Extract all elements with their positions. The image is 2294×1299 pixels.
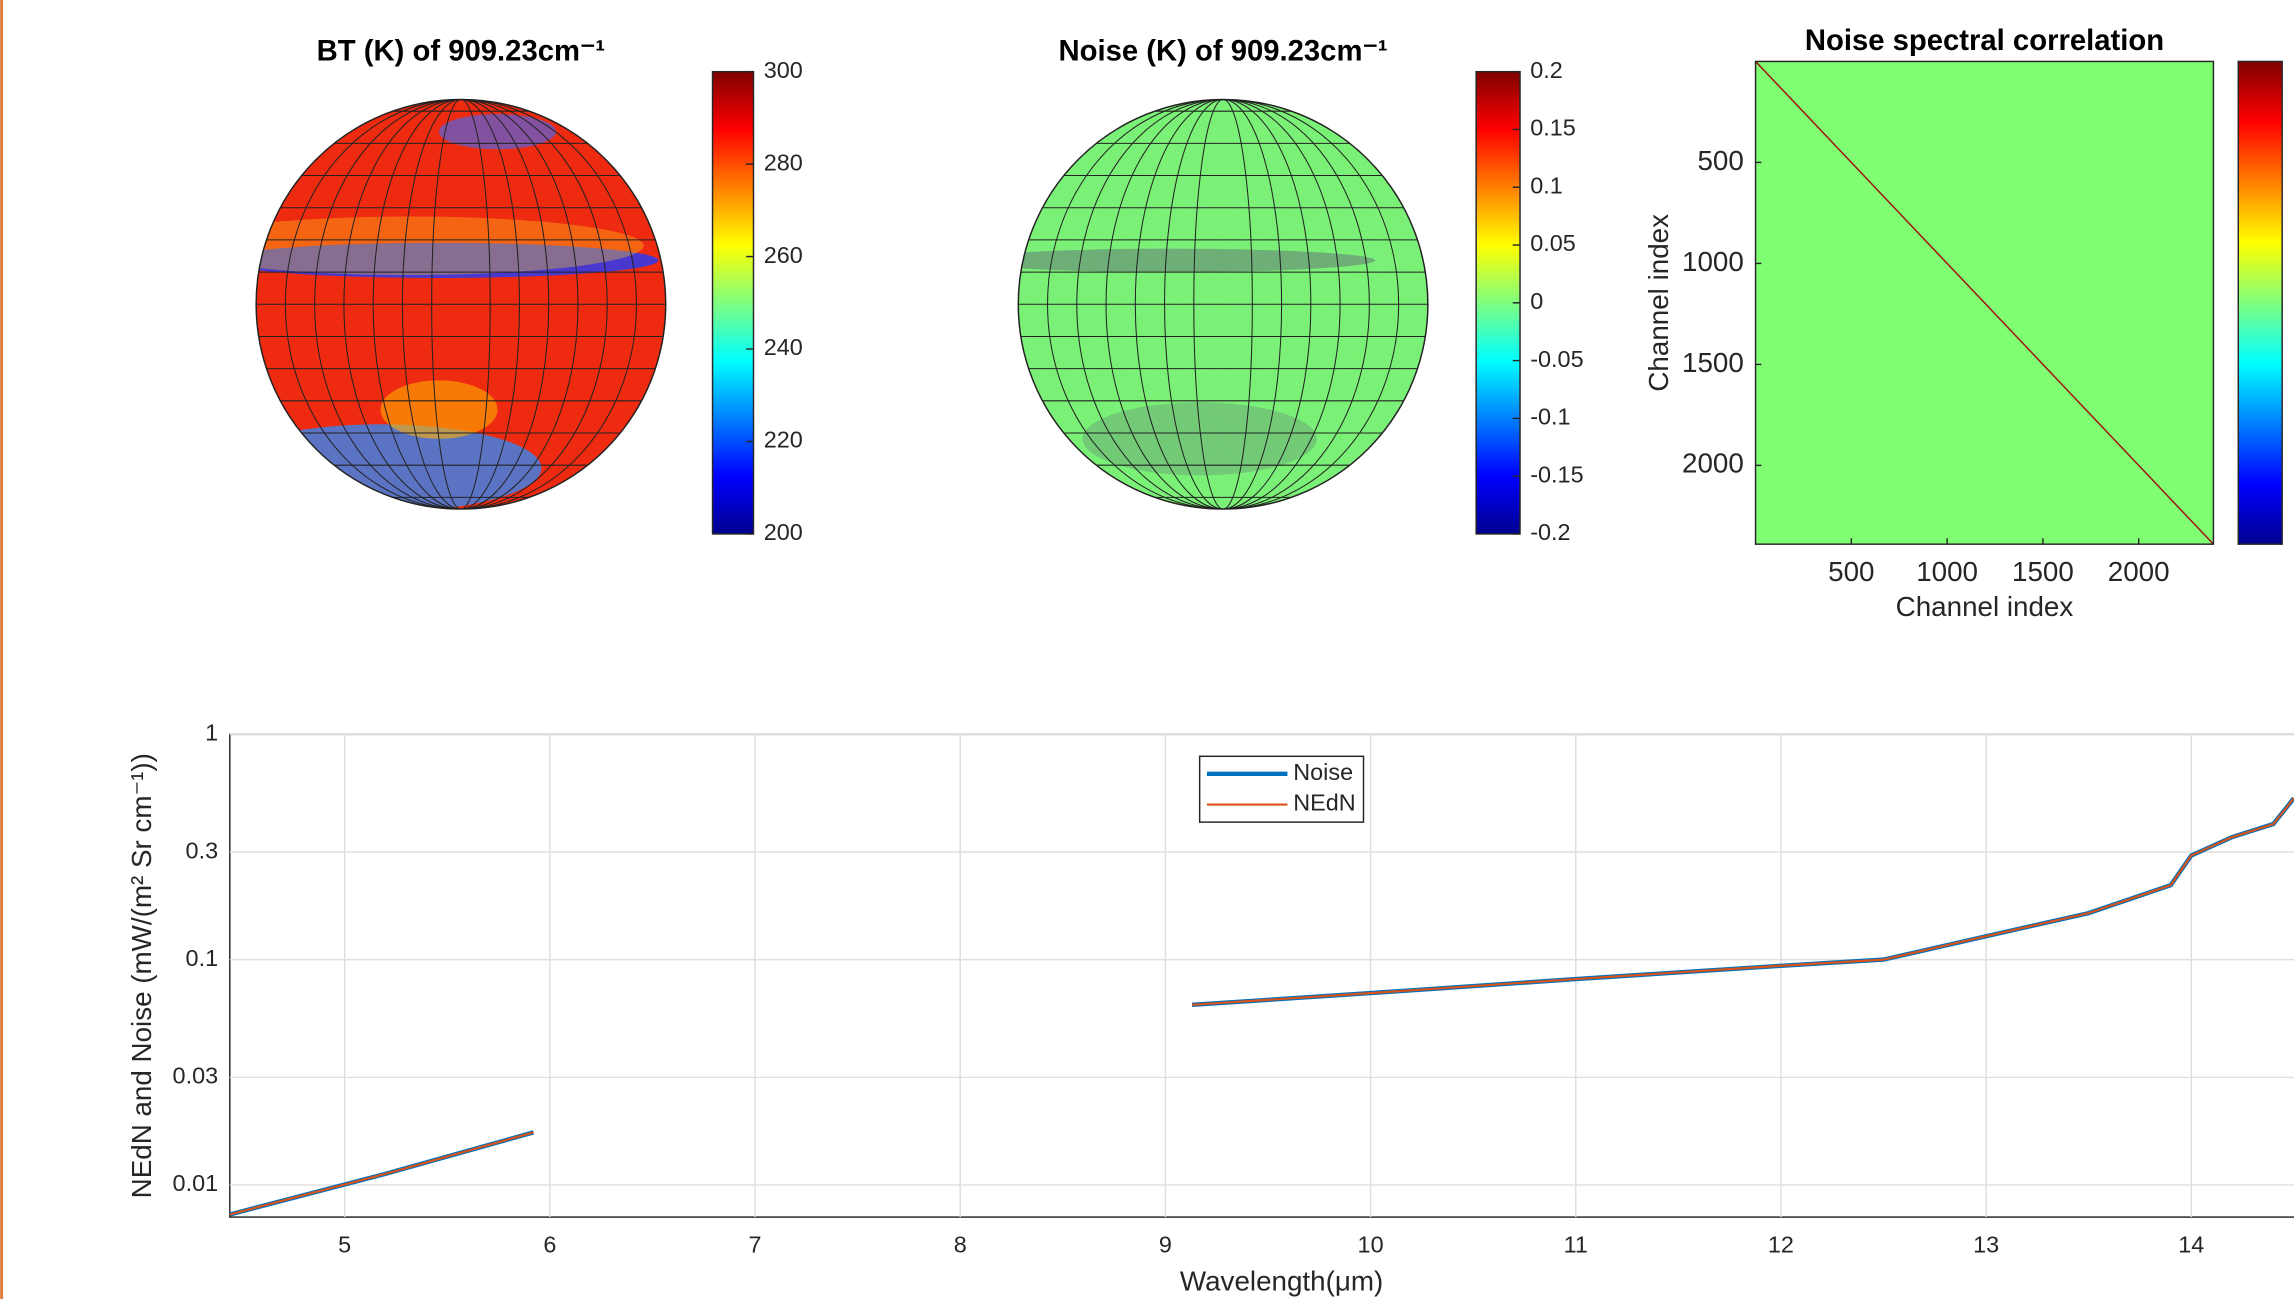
- disk-outline: [255, 98, 667, 510]
- axes-box: [1754, 60, 2215, 545]
- bt-disk: [256, 99, 666, 510]
- colorbar-tick-label: -0.1: [1530, 404, 1570, 430]
- graticule: [431, 99, 491, 510]
- x-tick-label: 10: [1358, 1232, 1384, 1258]
- x-tick-label: 13: [1973, 1232, 1999, 1258]
- colorbar-tick-label: 260: [764, 242, 803, 268]
- y-tick-label: 0.03: [173, 1063, 219, 1089]
- y-tick-label: 1000: [1682, 246, 1744, 277]
- colorbar-tick-label: -0.15: [1530, 461, 1583, 487]
- y-tick-label: 500: [1697, 145, 1743, 176]
- y-tick-label: 0.3: [186, 837, 219, 863]
- colorbar: [711, 70, 755, 535]
- chart-title: BT (K) of 909.23cm⁻¹: [317, 35, 606, 67]
- x-tick-label: 9: [1159, 1232, 1172, 1258]
- y-tick-label: 1500: [1682, 347, 1744, 378]
- data-line: [229, 797, 2294, 1216]
- y-axis-label: Channel index: [1643, 214, 1674, 392]
- colorbar-tick-label: 0.1: [1530, 172, 1563, 198]
- graticule: [372, 99, 550, 510]
- x-tick-label: 12: [1768, 1232, 1794, 1258]
- graticule: [1164, 99, 1283, 510]
- colorbar-tick-label: 300: [764, 57, 803, 83]
- x-tick-label: 1500: [2012, 556, 2074, 587]
- chart-title: Noise (K) of 909.23cm⁻¹: [1058, 35, 1387, 67]
- colorbar-tick-label: 0.05: [1530, 230, 1576, 256]
- graticule: [1076, 99, 1370, 510]
- colorbar-tick-label: -0.05: [1530, 346, 1583, 372]
- colorbar-tick-label: 220: [764, 427, 803, 453]
- y-axis-label: NEdN and Noise (mW/(m² Sr cm⁻¹)): [126, 753, 157, 1198]
- y-tick-label: 0.1: [186, 945, 219, 971]
- colorbar-tick-label: -0.2: [1530, 519, 1570, 545]
- legend-label: Noise: [1293, 759, 1353, 785]
- graticule: [284, 99, 637, 510]
- x-tick-label: 1000: [1916, 556, 1978, 587]
- correlation-diagonal: [1755, 60, 2214, 545]
- x-tick-label: 2000: [2108, 556, 2170, 587]
- graticule: [1105, 99, 1341, 510]
- graticule: [1047, 99, 1400, 510]
- x-tick-label: 6: [543, 1232, 556, 1258]
- graticule: [401, 99, 520, 510]
- x-tick-label: 5: [338, 1232, 351, 1258]
- legend-label: NEdN: [1293, 790, 1355, 816]
- x-tick-label: 14: [2178, 1232, 2204, 1258]
- disk-outline: [1017, 98, 1429, 510]
- colorbar-tick-label: 0.2: [1530, 57, 1563, 83]
- graticule: [314, 99, 608, 510]
- x-tick-label: 7: [749, 1232, 762, 1258]
- noise-disk: [1018, 99, 1428, 510]
- y-tick-label: 1: [205, 720, 218, 746]
- x-tick-label: 500: [1828, 556, 1874, 587]
- x-tick-label: 11: [1564, 1232, 1588, 1258]
- colorbar-tick-label: 240: [764, 334, 803, 360]
- chart-title: Noise spectral correlation: [1805, 25, 2164, 57]
- x-axis-label: Wavelength(μm): [1180, 1265, 1383, 1296]
- graticule: [1193, 99, 1253, 510]
- colorbar-tick-label: 280: [764, 149, 803, 175]
- colorbar-tick-label: 0: [1530, 288, 1543, 314]
- graticule: [343, 99, 579, 510]
- y-tick-label: 0.01: [173, 1170, 219, 1196]
- y-tick-label: 2000: [1682, 448, 1744, 479]
- colorbar-tick-label: 0.15: [1530, 115, 1576, 141]
- colorbar: [2237, 60, 2283, 545]
- legend-box: [1198, 755, 1365, 823]
- x-axis-label: Channel index: [1896, 591, 2074, 622]
- x-tick-label: 8: [954, 1232, 967, 1258]
- graticule: [1134, 99, 1312, 510]
- colorbar-tick-label: 200: [764, 519, 803, 545]
